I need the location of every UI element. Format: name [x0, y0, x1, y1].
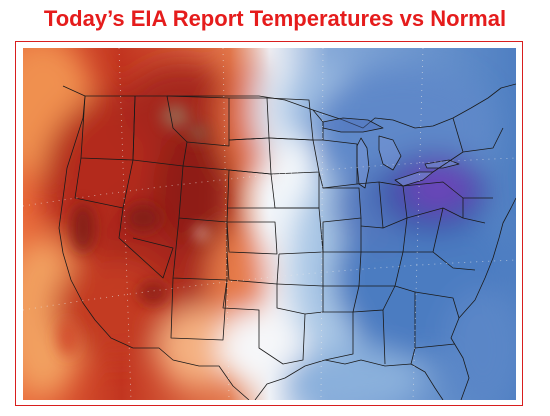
state-boundaries [58, 83, 516, 400]
terrain-detail [58, 104, 208, 356]
anomaly-field [23, 48, 516, 400]
lake-superior [322, 117, 384, 133]
lake-huron [378, 135, 402, 171]
page-title: Today’s EIA Report Temperatures vs Norma… [43, 6, 507, 31]
anomaly-map-svg [23, 48, 516, 400]
canada-border [85, 83, 516, 129]
lake-erie [394, 171, 434, 187]
map-frame [15, 41, 523, 406]
lake-ontario [424, 159, 460, 169]
us-outline [58, 85, 516, 400]
temperature-anomaly-map [23, 48, 516, 400]
